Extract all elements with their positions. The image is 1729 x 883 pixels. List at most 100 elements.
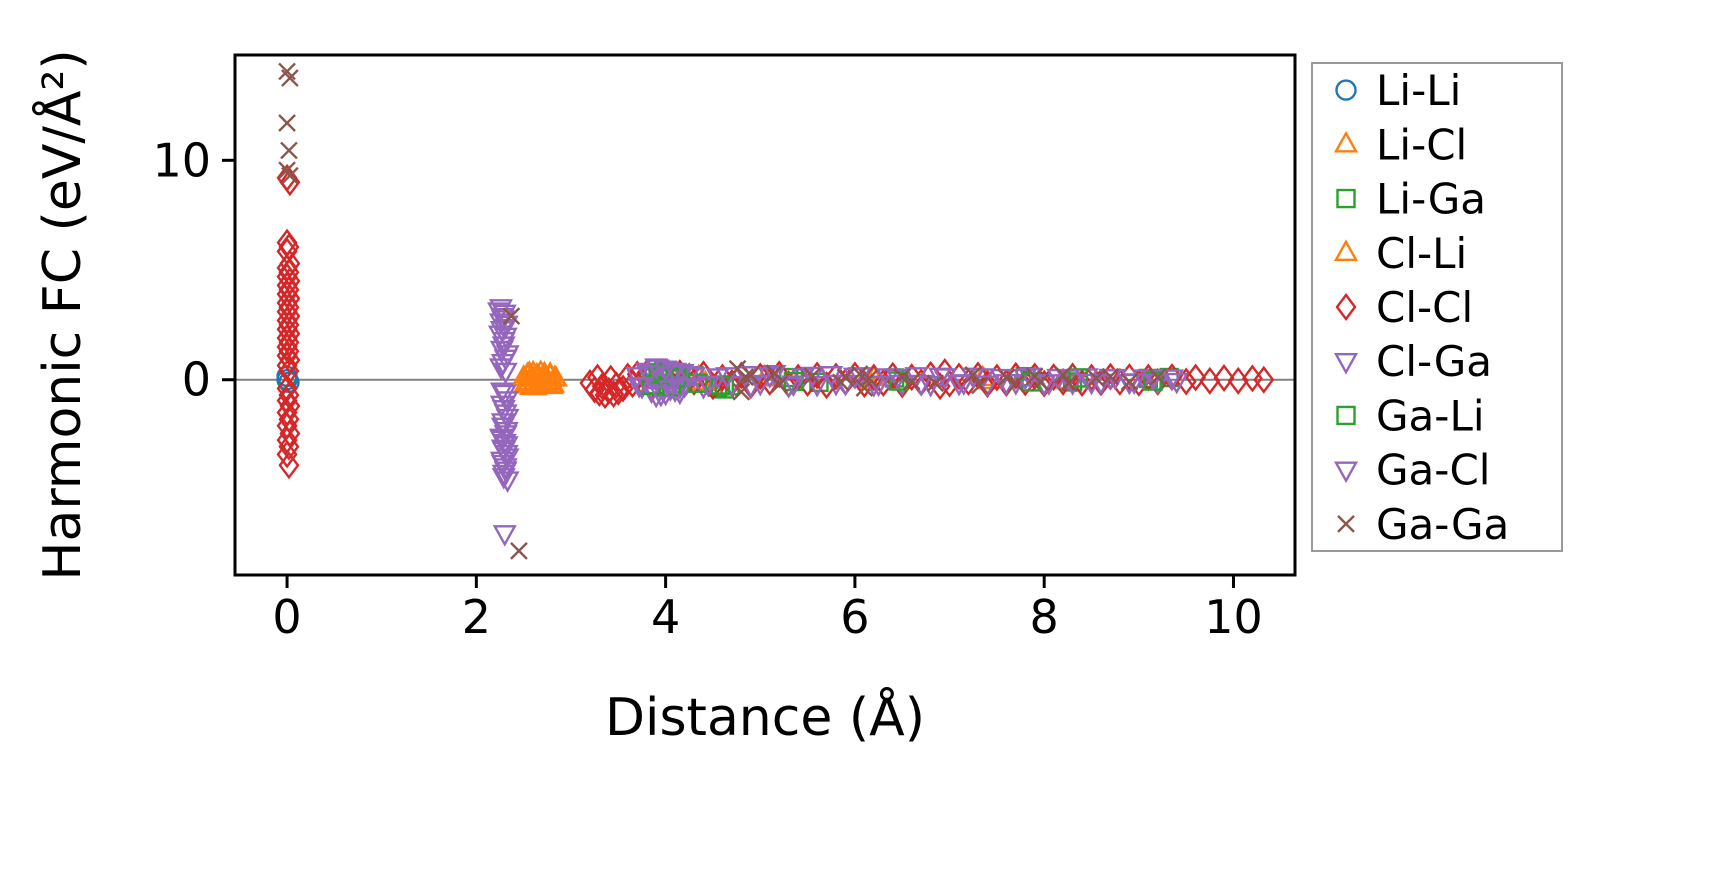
diamond-marker (891, 370, 913, 399)
legend-label: Li-Li (1376, 66, 1461, 115)
x-marker (1059, 374, 1078, 393)
legend-marker-cl-li (1333, 239, 1359, 261)
x-marker (850, 365, 869, 383)
diamond-marker (588, 378, 610, 407)
triangle-down-marker (781, 375, 806, 398)
y-tick-label: 0 (182, 353, 211, 407)
legend-label: Ga-Li (1376, 391, 1485, 440)
legend-item-ga-ga: Ga-Ga (1337, 500, 1509, 549)
x-marker (1006, 374, 1025, 393)
legend-marker-ga-ga (1337, 515, 1355, 533)
series-ga-ga (278, 62, 1167, 560)
x-marker (280, 141, 298, 160)
triangle-down-marker (492, 384, 517, 407)
x-axis-label: Distance (Å) (605, 686, 925, 748)
diamond-marker (1213, 363, 1235, 392)
legend-label: Li-Ga (1376, 175, 1486, 224)
diamond-marker (278, 451, 300, 480)
series-ga-cl (487, 302, 1189, 494)
legend-marker-li-li (1335, 79, 1357, 101)
x-marker (836, 368, 855, 387)
legend-item-ga-cl: Ga-Cl (1333, 446, 1490, 495)
x-marker (278, 114, 296, 132)
diamond-marker (279, 168, 301, 197)
x-marker (803, 367, 822, 386)
legend-label: Cl-Li (1376, 229, 1467, 278)
legend-marker-cl-ga (1333, 353, 1359, 375)
triangle-up-marker (543, 364, 568, 387)
triangle-down-marker (951, 374, 976, 396)
triangle-down-marker (1140, 369, 1166, 392)
diamond-marker (612, 374, 634, 403)
x-tick-label: 6 (840, 590, 869, 644)
x-marker (765, 364, 784, 382)
triangle-down-marker (493, 362, 518, 385)
triangle-down-marker (748, 374, 773, 397)
triangle-down-marker (928, 367, 953, 390)
x-marker (1031, 373, 1050, 392)
diamond-marker (603, 379, 625, 408)
x-marker (1101, 367, 1120, 386)
x-marker (1148, 368, 1167, 386)
triangle-down-marker (1098, 368, 1123, 391)
series-cl-cl (276, 163, 1275, 480)
x-marker (926, 374, 945, 393)
legend-item-cl-ga: Cl-Ga (1333, 337, 1492, 386)
legend-label: Cl-Ga (1376, 337, 1492, 386)
x-marker (1087, 369, 1106, 388)
x-marker (855, 379, 874, 397)
x-marker (510, 542, 528, 560)
triangle-down-marker (648, 385, 673, 408)
triangle-down-marker (885, 368, 910, 391)
legend-item-li-ga: Li-Ga (1336, 175, 1486, 224)
triangle-down-marker (677, 366, 702, 388)
triangle-down-marker (667, 378, 692, 400)
x-marker (732, 382, 751, 401)
x-marker (278, 62, 296, 81)
x-marker (502, 307, 521, 325)
legend-label: Ga-Ga (1376, 500, 1509, 549)
x-marker (278, 161, 296, 180)
diamond-marker (711, 363, 733, 392)
data-markers (276, 62, 1275, 560)
diamond-marker (957, 367, 979, 396)
triangle-down-marker (495, 471, 520, 494)
x-marker (964, 366, 983, 384)
x-marker (997, 368, 1016, 387)
y-axis-label: Harmonic FC (eV/Å²) (31, 49, 93, 580)
triangle-down-marker (663, 362, 688, 385)
triangle-down-marker (492, 525, 517, 547)
legend: Li-Li Li-Cl Li-Ga Cl-Li Cl-Cl Cl-Ga Ga-Li Ga-Cl… (1311, 62, 1563, 552)
triangle-up-marker (538, 362, 563, 385)
plot-border (233, 53, 1297, 577)
triangle-down-marker (800, 366, 825, 389)
x-marker (281, 69, 299, 87)
x-tick-label: 0 (272, 590, 301, 644)
triangle-down-marker (493, 458, 518, 480)
legend-item-cl-cl: Cl-Cl (1335, 283, 1473, 332)
triangle-down-marker (1164, 372, 1189, 395)
x-marker (1120, 373, 1139, 391)
x-tick-label: 8 (1030, 590, 1059, 644)
diamond-marker (1071, 369, 1093, 398)
x-marker (970, 376, 989, 395)
diamond-marker (586, 363, 608, 392)
x-marker (860, 369, 878, 388)
triangle-down-marker (627, 377, 652, 399)
diamond-marker (1253, 365, 1275, 394)
triangle-down-marker (715, 367, 740, 389)
x-marker (1054, 366, 1072, 384)
triangle-down-marker (994, 374, 1019, 396)
diamond-marker (1175, 367, 1197, 396)
legend-item-li-li: Li-Li (1335, 66, 1461, 115)
triangle-down-marker (1159, 369, 1185, 392)
triangle-down-marker (762, 364, 787, 387)
x-tick-label: 10 (1204, 590, 1263, 644)
x-tick-label: 4 (651, 590, 680, 644)
triangle-down-marker (696, 375, 721, 398)
diamond-marker (278, 432, 300, 461)
triangle-down-marker (776, 377, 801, 399)
triangle-down-marker (644, 358, 669, 381)
x-marker (736, 368, 754, 386)
